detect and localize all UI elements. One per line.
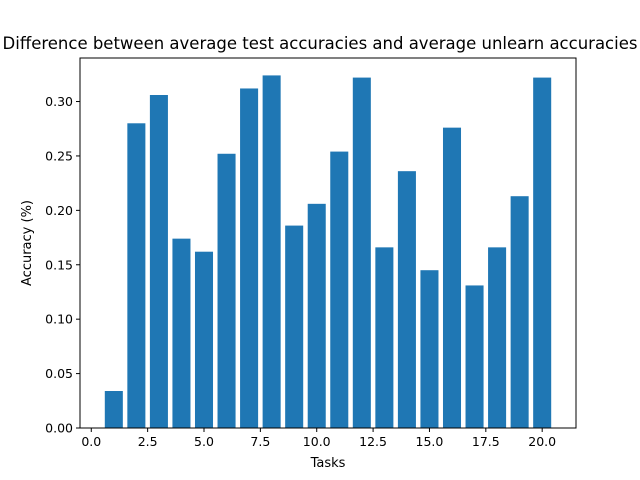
bar-task-3: [149, 95, 168, 428]
bar-task-7: [240, 88, 259, 429]
bar-task-14: [397, 171, 416, 429]
bar-task-8: [262, 75, 281, 428]
bar-task-19: [510, 196, 529, 428]
y-tick-label: 0.20: [45, 203, 73, 218]
y-tick-label: 0.15: [45, 257, 73, 272]
bars-group: [104, 75, 552, 429]
x-tick-label: 5.0: [194, 434, 214, 449]
bar-task-1: [104, 391, 123, 428]
bar-task-17: [465, 285, 484, 428]
bar-task-9: [285, 225, 304, 428]
x-axis-label: Tasks: [310, 456, 346, 471]
y-axis-ticks: 0.00 0.05 0.10 0.15 0.20 0.25 0.30: [45, 94, 80, 436]
x-tick-label: 2.5: [138, 434, 158, 449]
x-tick-label: 7.5: [250, 434, 270, 449]
chart-title: Difference between average test accuraci…: [3, 34, 638, 53]
y-tick-label: 0.05: [45, 366, 73, 381]
y-tick-label: 0.10: [45, 312, 73, 327]
bar-task-4: [172, 238, 191, 428]
x-tick-label: 0.0: [81, 434, 101, 449]
x-tick-label: 20.0: [528, 434, 556, 449]
x-tick-label: 10.0: [303, 434, 331, 449]
plot-frame: [79, 57, 577, 429]
bar-task-18: [488, 247, 507, 428]
bar-task-2: [127, 123, 146, 428]
x-tick-label: 12.5: [359, 434, 387, 449]
bar-task-6: [217, 153, 236, 428]
x-tick-label: 15.0: [416, 434, 444, 449]
bar-task-16: [442, 127, 462, 428]
bar-task-11: [330, 151, 349, 428]
bar-task-5: [194, 251, 214, 428]
y-axis-label: Accuracy (%): [20, 200, 35, 286]
x-axis-ticks: 0.0 2.5 5.0 7.5 10.0 12.5 15.0 17.5 20.0: [81, 428, 556, 449]
y-tick-label: 0.00: [45, 421, 73, 436]
bar-task-20: [533, 77, 552, 429]
bar-task-15: [420, 270, 439, 428]
bar-task-12: [352, 77, 371, 429]
bar-task-10: [307, 203, 326, 428]
x-tick-label: 17.5: [472, 434, 500, 449]
y-tick-label: 0.25: [45, 148, 73, 163]
y-tick-label: 0.30: [45, 94, 73, 109]
bar-task-13: [375, 247, 394, 428]
